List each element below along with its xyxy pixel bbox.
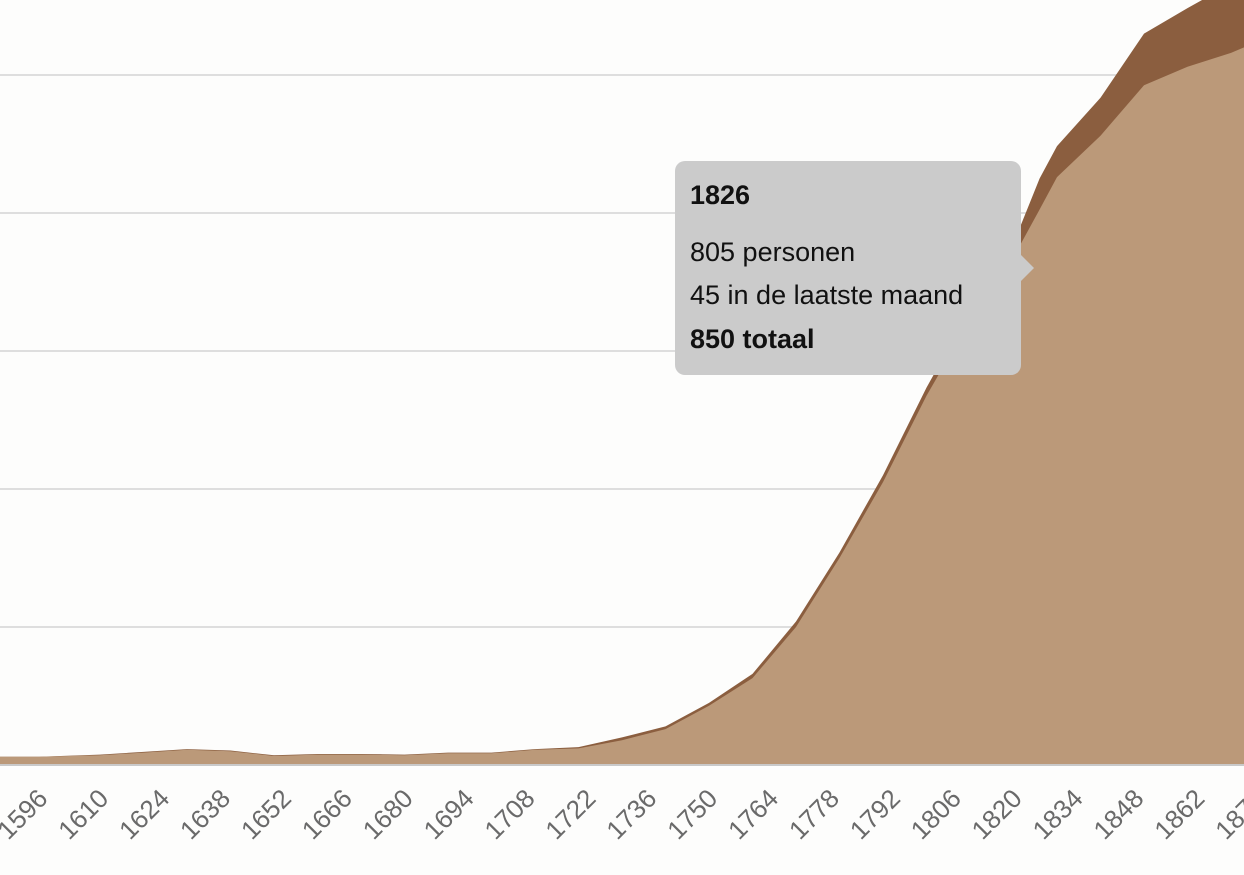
x-tick-label: 1722 <box>539 783 601 845</box>
x-tick-label: 1624 <box>113 783 175 845</box>
x-tick-label: 1750 <box>661 783 723 845</box>
x-tick-label: 1806 <box>905 783 967 845</box>
x-tick-label: 1834 <box>1026 783 1088 845</box>
x-tick-label: 1708 <box>478 783 540 845</box>
x-tick-label: 1848 <box>1087 783 1149 845</box>
x-tick-label: 1736 <box>600 783 662 845</box>
x-tick-label: 1862 <box>1148 783 1210 845</box>
series-area-0 <box>0 47 1244 765</box>
x-tick-label: 1596 <box>0 783 53 845</box>
x-tick-label: 1638 <box>174 783 236 845</box>
x-tick-label: 1666 <box>296 783 358 845</box>
tooltip-last-month: 45 in de laatste maand <box>690 280 964 310</box>
x-tick-label: 1610 <box>52 783 114 845</box>
x-tick-label: 1876 <box>1209 783 1244 845</box>
tooltip-year: 1826 <box>690 180 751 210</box>
x-tick-labels: 1596161016241638165216661680169417081722… <box>0 783 1244 845</box>
x-tick-label: 1792 <box>844 783 906 845</box>
x-tick-label: 1680 <box>357 783 419 845</box>
series-areas <box>0 0 1244 765</box>
x-tick-label: 1820 <box>966 783 1028 845</box>
x-tick-label: 1652 <box>235 783 297 845</box>
x-tick-label: 1778 <box>783 783 845 845</box>
tooltip-persons: 805 personen <box>690 237 856 267</box>
tooltip-total: 850 totaal <box>690 324 815 354</box>
x-tick-label: 1694 <box>418 783 480 845</box>
x-tick-label: 1764 <box>722 783 784 845</box>
data-tooltip: 1826 805 personen 45 in de laatste maand… <box>675 161 1034 375</box>
